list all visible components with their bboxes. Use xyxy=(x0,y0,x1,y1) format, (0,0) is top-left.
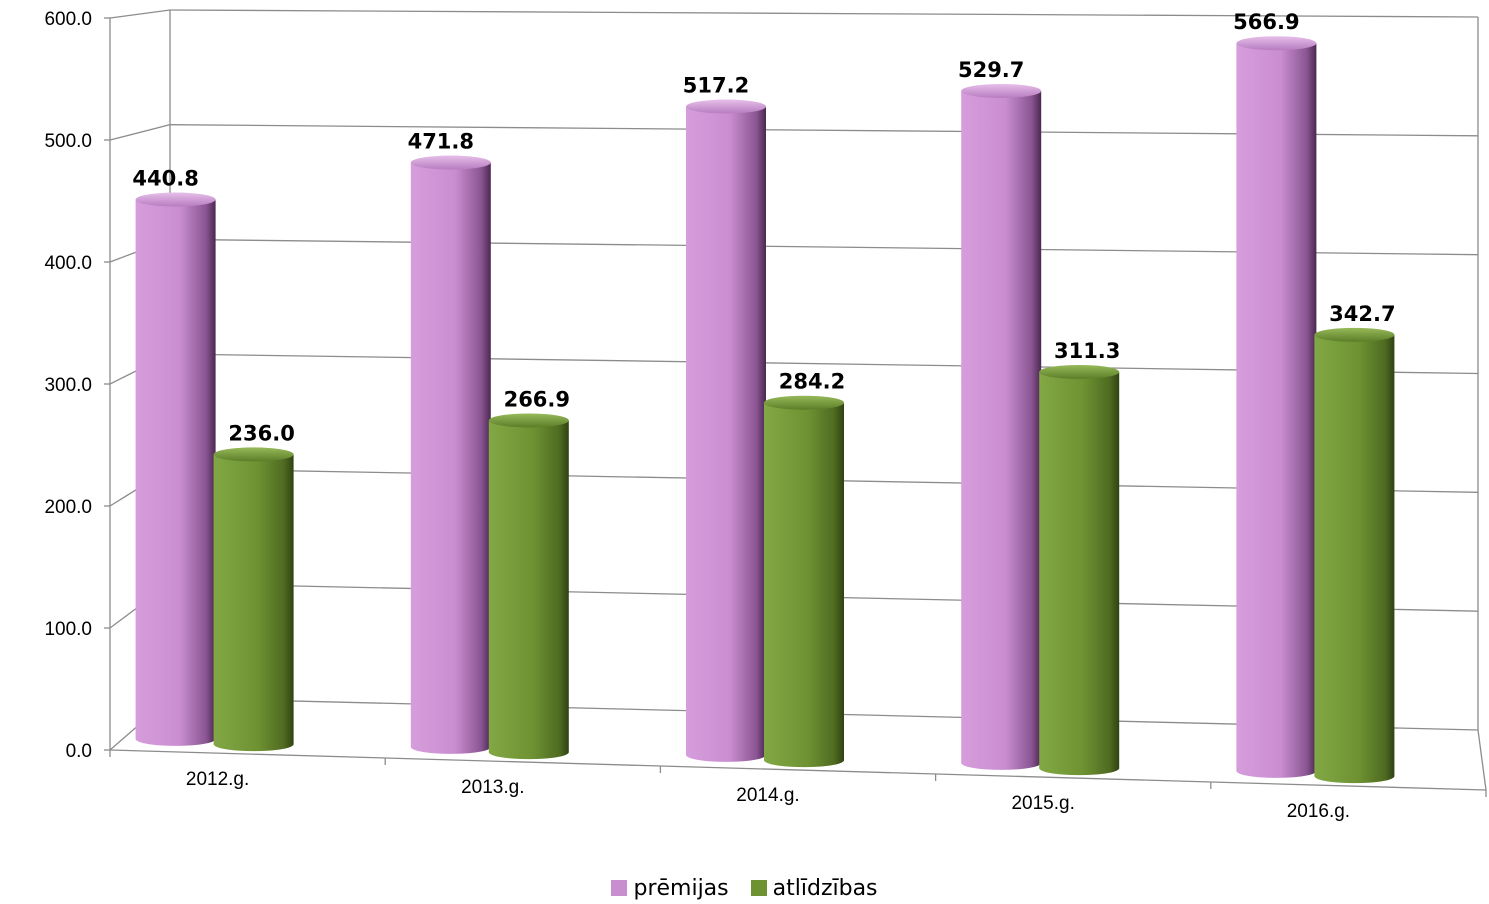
x-tick-label: 2016.g. xyxy=(1287,801,1350,822)
data-label-atlidzibas-3: 311.3 xyxy=(1054,339,1120,363)
data-label-atlidzibas-1: 266.9 xyxy=(504,387,570,411)
legend-swatch-atlidzibas xyxy=(750,880,767,896)
data-label-premijas-4: 566.9 xyxy=(1233,10,1299,34)
floor-right-edge xyxy=(1477,729,1487,791)
bar-atlidzibas-0 xyxy=(213,454,294,752)
bar-premijas-3 xyxy=(961,90,1042,770)
bar-premijas-2 xyxy=(686,106,766,762)
axes: 0.0 100.0 200.0 300.0 400.0 500.0 600.0 2012.g.… xyxy=(44,9,1487,822)
bar-top-premijas-2 xyxy=(686,99,766,114)
legend-label-atlidzibas: atlīdzības xyxy=(772,875,878,901)
bar-atlidzibas-1 xyxy=(488,420,569,760)
y-tick-label: 600.0 xyxy=(44,9,92,30)
bar-top-premijas-1 xyxy=(410,155,491,170)
data-label-atlidzibas-2: 284.2 xyxy=(779,370,845,394)
data-label-premijas-0: 440.8 xyxy=(132,167,198,191)
data-label-atlidzibas-0: 236.0 xyxy=(228,421,294,445)
y-tick-label: 200.0 xyxy=(44,497,92,518)
y-tick-label: 100.0 xyxy=(44,619,92,640)
gridline-side xyxy=(109,124,171,141)
x-tick-label: 2012.g. xyxy=(186,769,249,790)
bar-top-premijas-3 xyxy=(961,83,1042,98)
x-axis xyxy=(109,749,1487,791)
bar-atlidzibas-4 xyxy=(1314,334,1395,784)
legend-item-atlidzibas: atlīdzības xyxy=(750,875,878,901)
bars xyxy=(135,36,1395,784)
legend: prēmijas atlīdzības xyxy=(0,873,1489,903)
bar-atlidzibas-3 xyxy=(1039,371,1120,776)
bar-top-premijas-4 xyxy=(1236,36,1317,51)
data-label-atlidzibas-4: 342.7 xyxy=(1329,302,1395,326)
legend-item-premijas: prēmijas xyxy=(611,875,729,901)
bar-top-premijas-0 xyxy=(135,192,216,207)
data-label-premijas-3: 529.7 xyxy=(958,58,1024,82)
labels: 440.8 471.8 517.2 529.7 566.9 236.0 266.9 284.2… xyxy=(132,10,1395,445)
bar-premijas-1 xyxy=(410,162,491,754)
bar-atlidzibas-2 xyxy=(764,402,844,768)
y-tick-label: 500.0 xyxy=(44,131,92,152)
legend-label-premijas: prēmijas xyxy=(633,875,729,901)
y-tick-label: 400.0 xyxy=(44,253,92,274)
bar-top-atlidzibas-2 xyxy=(764,395,844,410)
bar-top-atlidzibas-0 xyxy=(213,447,294,462)
gridline xyxy=(169,9,1479,18)
x-tick-label: 2013.g. xyxy=(461,777,524,798)
bar-top-atlidzibas-4 xyxy=(1314,327,1395,342)
legend-swatch-premijas xyxy=(611,880,628,896)
y-tick-label: 0.0 xyxy=(66,741,92,762)
chart: 0.0 100.0 200.0 300.0 400.0 500.0 600.0 2012.g.… xyxy=(44,9,1487,822)
y-tick-label: 300.0 xyxy=(44,375,92,396)
bar-top-atlidzibas-1 xyxy=(488,413,569,428)
x-tick-label: 2014.g. xyxy=(736,785,799,806)
data-label-premijas-1: 471.8 xyxy=(408,130,474,154)
gridline-side xyxy=(109,9,171,19)
bar-top-atlidzibas-3 xyxy=(1039,364,1120,379)
data-label-premijas-2: 517.2 xyxy=(683,74,749,98)
bar-premijas-4 xyxy=(1236,43,1317,778)
bar-premijas-0 xyxy=(135,199,216,746)
x-tick-label: 2015.g. xyxy=(1011,793,1074,814)
